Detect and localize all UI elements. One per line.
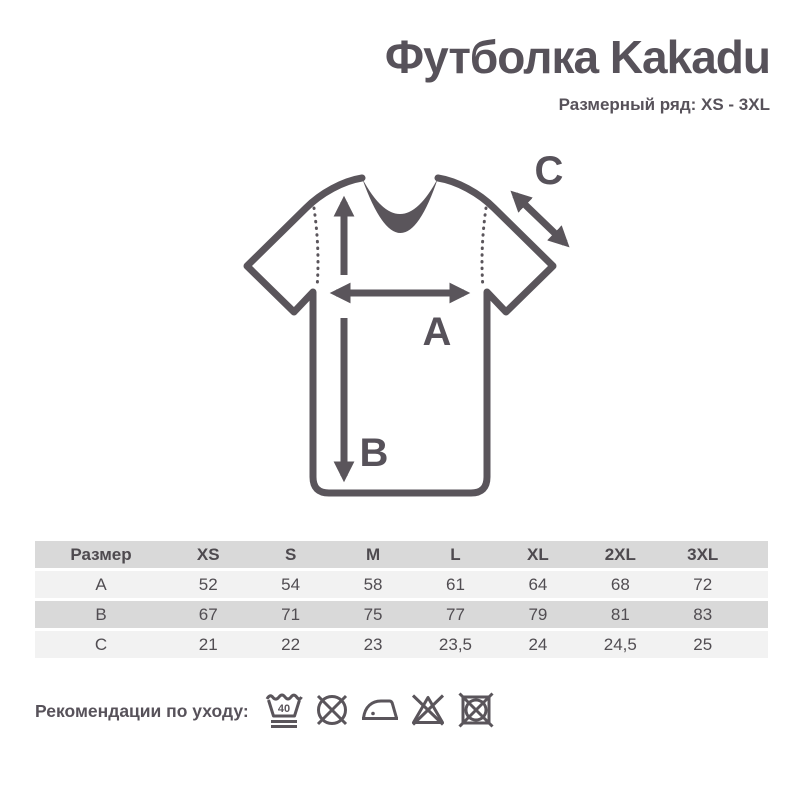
header-cell: 2XL — [604, 545, 636, 564]
tshirt-outline — [243, 174, 557, 497]
table-cell: 68 — [610, 575, 630, 594]
care-recommendations-label: Рекомендации по уходу: — [35, 701, 249, 721]
header-cell: XS — [196, 545, 220, 564]
table-cell: 54 — [281, 575, 301, 594]
table-cell: 24 — [528, 635, 548, 654]
right-armhole-seam — [480, 206, 488, 290]
table-cell: 23,5 — [438, 635, 473, 654]
wash-temperature-text: 40 — [278, 703, 290, 715]
wash-40-mild-icon: 40 — [265, 693, 303, 728]
header-cell: Размер — [70, 545, 132, 564]
table-cell: 75 — [363, 605, 383, 624]
row-label-cell: B — [95, 605, 107, 624]
table-cell: 61 — [446, 575, 465, 594]
row-label-cell: A — [95, 575, 107, 594]
table-cell: 24,5 — [603, 635, 637, 654]
table-cell: 72 — [693, 575, 713, 594]
table-cell: 77 — [446, 605, 465, 624]
collar-shape — [362, 178, 438, 233]
table-cell: 23 — [363, 635, 383, 654]
table-cell: 21 — [198, 635, 218, 654]
table-row-c: C 21 22 23 23,5 24 24,5 25 — [35, 631, 768, 658]
row-label-cell: C — [94, 635, 108, 654]
table-row-b: B 67 71 75 77 79 81 83 — [35, 601, 768, 628]
table-cell: 71 — [281, 605, 301, 624]
page-title: Футболка Kakadu — [384, 31, 771, 83]
size-range-subtitle: Размерный ряд: XS - 3XL — [558, 95, 770, 114]
diagram-label-c: C — [535, 150, 564, 193]
sleeve-arrow-c — [510, 190, 570, 248]
table-cell: 79 — [528, 605, 548, 624]
table-row-a: A 52 54 58 61 64 68 72 — [35, 571, 768, 598]
tshirt-diagram-svg: A B C — [243, 150, 570, 497]
header-cell: S — [284, 545, 297, 564]
table-cell: 22 — [281, 635, 301, 654]
do-not-bleach-icon — [411, 694, 445, 726]
care-symbols: 40 — [264, 686, 496, 734]
diagram-label-a: A — [423, 310, 452, 354]
table-cell: 58 — [363, 575, 383, 594]
diagram-label-b: B — [360, 431, 389, 475]
do-not-dry-clean-icon — [316, 694, 348, 726]
table-cell: 52 — [198, 575, 218, 594]
header-cell: L — [450, 545, 461, 564]
header-cell: XL — [527, 545, 549, 564]
table-cell: 81 — [610, 605, 630, 624]
table-cell: 67 — [198, 605, 218, 624]
left-armhole-seam — [312, 206, 320, 290]
table-cell: 64 — [528, 575, 548, 594]
tshirt-measurement-diagram: A B C — [215, 150, 595, 530]
header-cell: 3XL — [687, 545, 719, 564]
table-header-row: Размер XS S M L XL 2XL 3XL — [35, 541, 768, 568]
table-cell: 83 — [693, 605, 713, 624]
header-cell: M — [365, 545, 381, 564]
size-table: Размер XS S M L XL 2XL 3XL A 52 54 58 61… — [35, 541, 768, 661]
table-cell: 25 — [693, 635, 713, 654]
do-not-tumble-dry-icon — [458, 692, 494, 728]
iron-low-temperature-icon — [362, 699, 398, 720]
